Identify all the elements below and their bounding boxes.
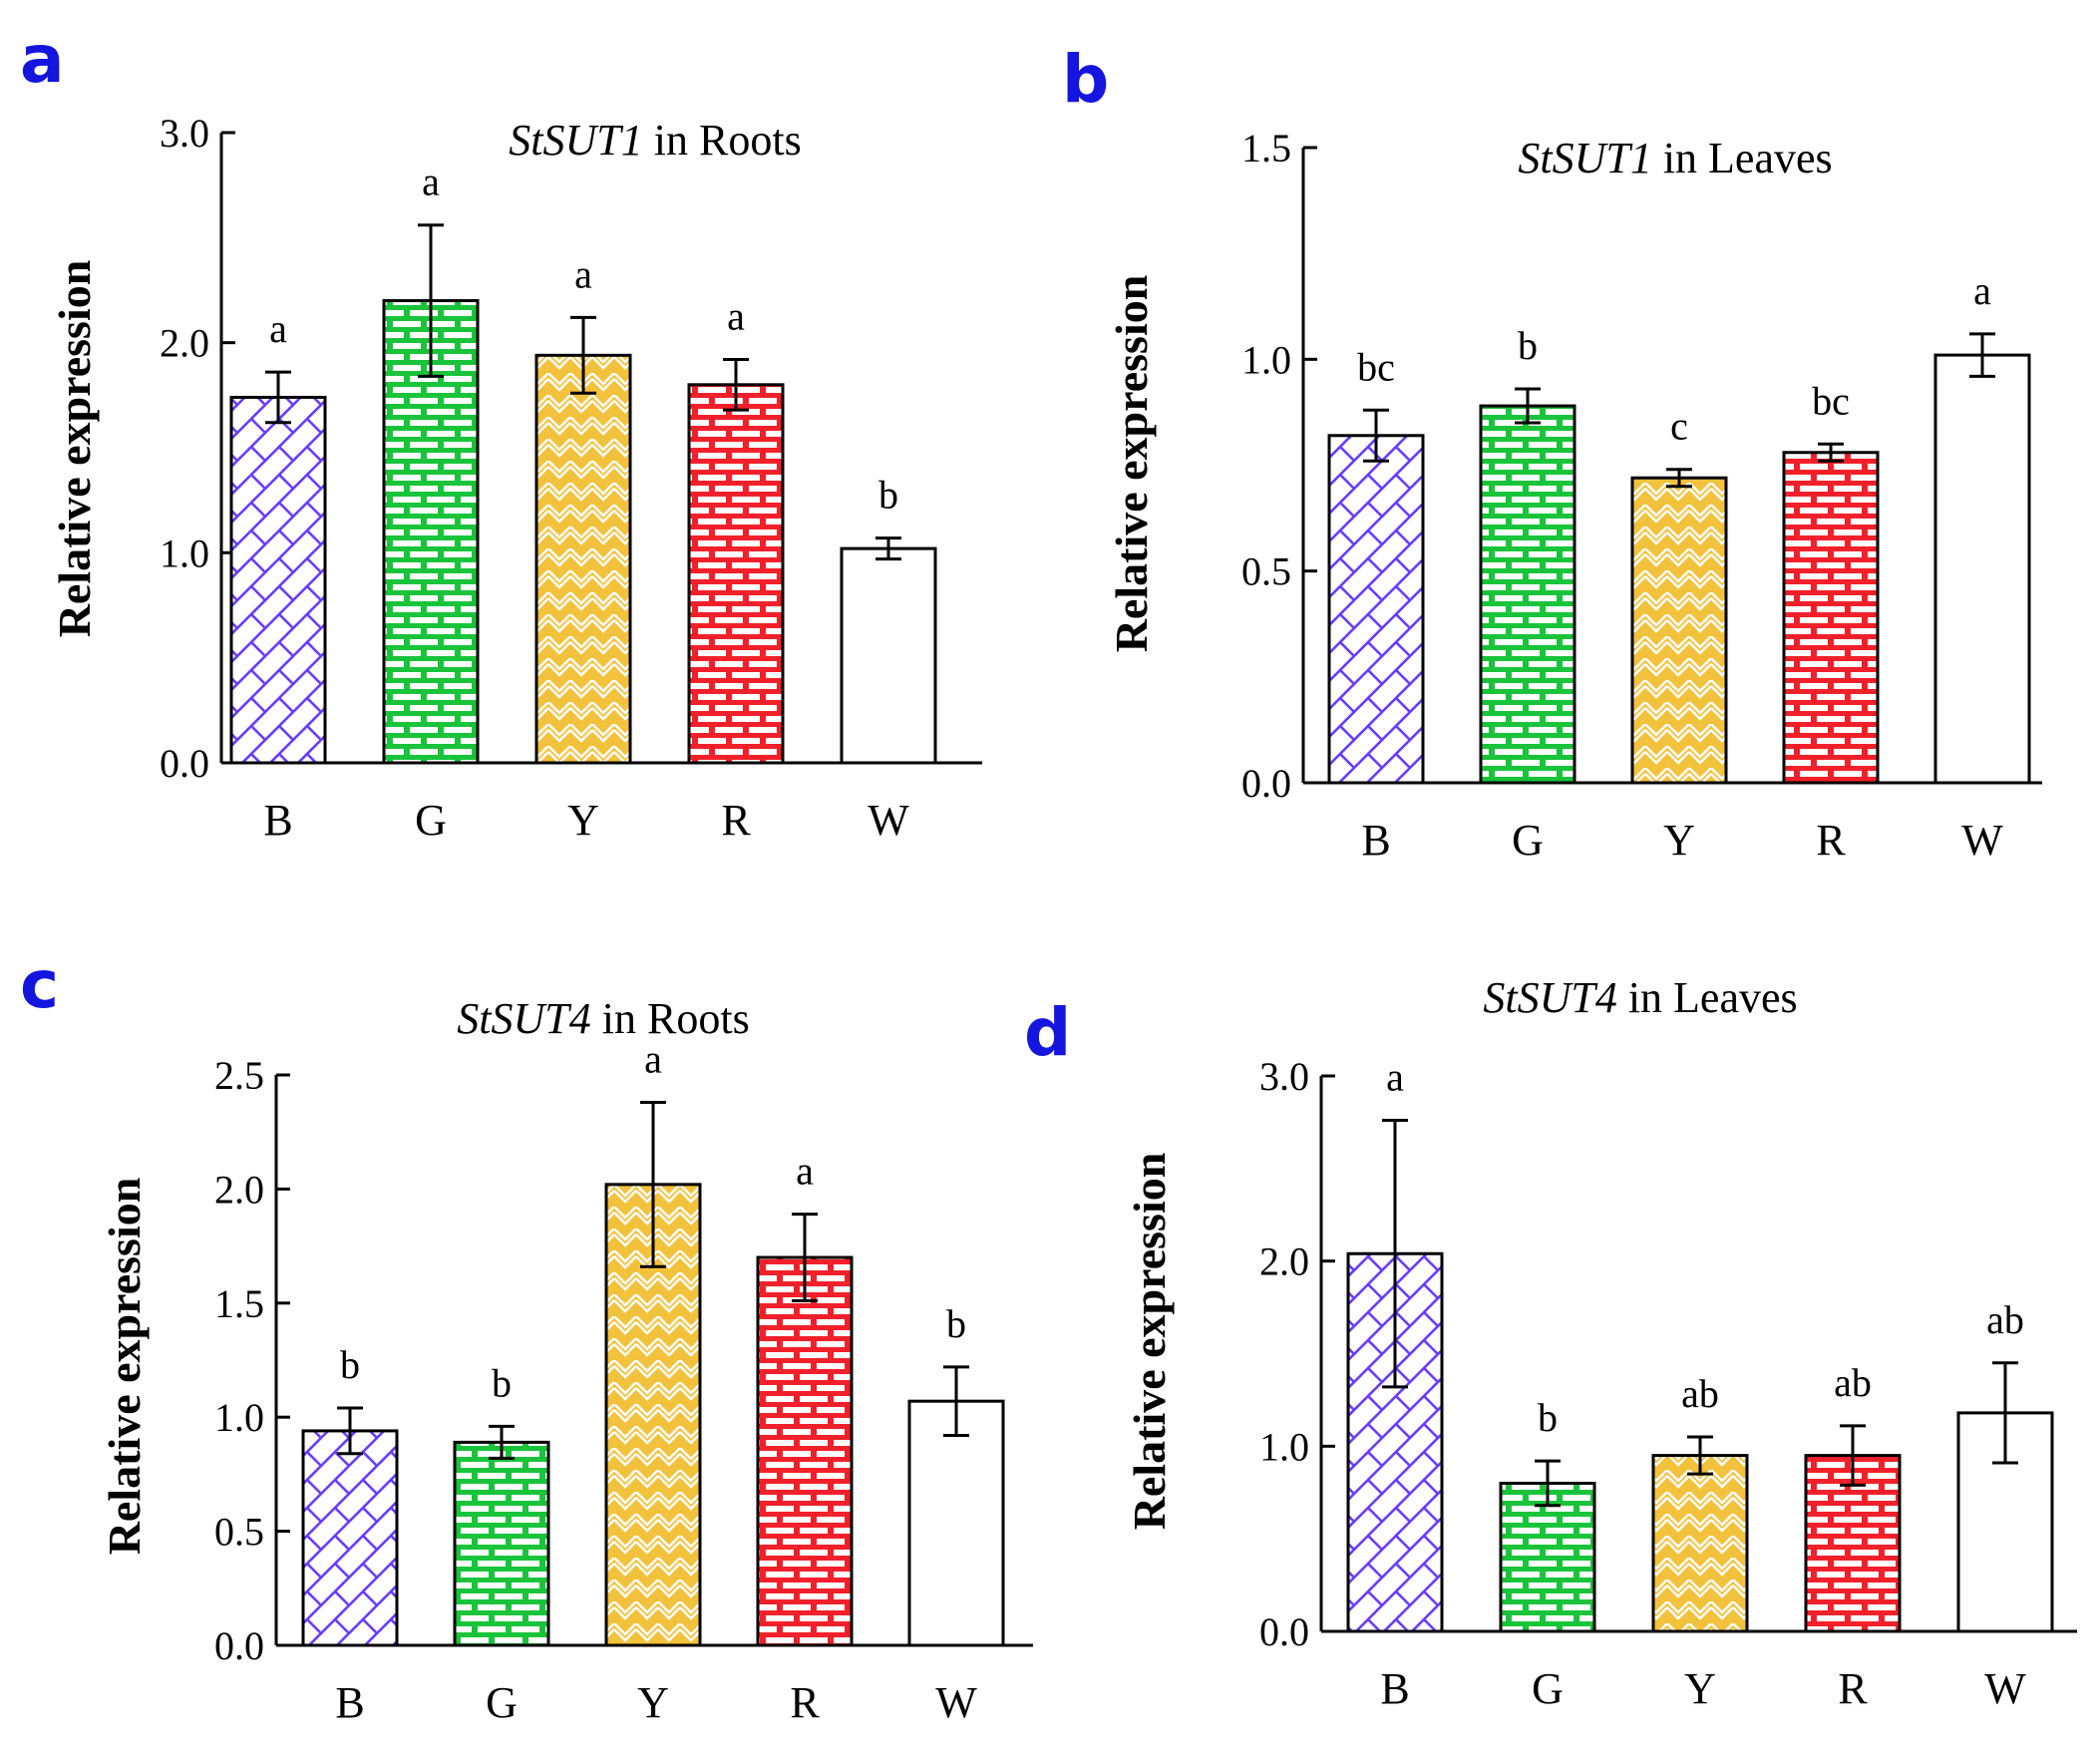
chart-title-gene-b: StSUT1 — [1518, 134, 1651, 182]
chart-title-rest-b: in Leaves — [1652, 134, 1833, 182]
bar-a-R — [687, 383, 785, 765]
significance-label-c-W: b — [946, 1301, 966, 1346]
x-tick-label-b-Y: Y — [1663, 816, 1695, 865]
chart-title-gene-d: StSUT4 — [1483, 973, 1616, 1022]
panel-letter-c: c — [20, 946, 59, 1023]
chart-title-rest-a: in Roots — [643, 116, 802, 165]
x-tick-label-a-B: B — [263, 796, 292, 845]
x-tick-label-c-Y: Y — [637, 1678, 669, 1727]
y-tick-label-b: 1.0 — [1241, 337, 1291, 382]
bar-b-W — [1933, 353, 2031, 785]
panel-c: c StSUT4 in Roots Relative expression 0.… — [20, 946, 1033, 1727]
bar-b-B — [1327, 434, 1425, 785]
significance-label-c-B: b — [340, 1342, 360, 1387]
significance-label-a-Y: a — [574, 251, 592, 296]
y-tick-label-a: 3.0 — [160, 111, 209, 156]
significance-label-a-B: a — [269, 306, 287, 351]
x-tick-label-c-B: B — [335, 1678, 364, 1727]
bar-c-W — [907, 1399, 1005, 1647]
panel-letter-d: d — [1024, 994, 1071, 1071]
bar-b-G — [1479, 404, 1576, 785]
y-axis-label-d: Relative expression — [1124, 1153, 1175, 1531]
panel-letter-a: a — [20, 21, 65, 98]
bar-d-G — [1499, 1481, 1596, 1633]
x-tick-label-c-R: R — [790, 1678, 820, 1727]
y-tick-label-b: 1.5 — [1241, 126, 1291, 171]
chart-title-rest-d: in Leaves — [1617, 973, 1798, 1022]
significance-label-d-R: ab — [1834, 1360, 1872, 1405]
panel-d: d StSUT4 in Leaves Relative expression 0… — [1024, 973, 2077, 1713]
bar-c-G — [453, 1440, 550, 1647]
panel-a: a StSUT1 in Roots Relative expression 0.… — [20, 21, 982, 845]
bar-a-Y — [534, 353, 632, 765]
significance-label-a-W: b — [878, 473, 898, 518]
chart-title-b: StSUT1 in Leaves — [1518, 134, 1832, 182]
y-tick-label-d: 3.0 — [1259, 1054, 1309, 1099]
x-tick-label-b-G: G — [1512, 816, 1544, 865]
significance-label-c-R: a — [796, 1149, 814, 1194]
y-tick-label-d: 0.0 — [1259, 1609, 1309, 1654]
panel-b: b StSUT1 in Leaves Relative expression 0… — [1062, 41, 2042, 865]
y-tick-label-a: 1.0 — [160, 530, 209, 575]
x-tick-label-b-R: R — [1816, 816, 1846, 865]
bar-b-Y — [1630, 476, 1728, 785]
x-tick-label-a-G: G — [415, 796, 447, 845]
significance-label-b-B: bc — [1357, 344, 1395, 389]
x-tick-label-a-R: R — [721, 796, 751, 845]
x-tick-label-a-W: W — [868, 796, 909, 845]
x-tick-label-d-G: G — [1532, 1664, 1564, 1713]
y-tick-label-b: 0.5 — [1241, 549, 1291, 594]
chart-title-rest-c: in Roots — [591, 994, 750, 1043]
y-tick-label-c: 1.0 — [214, 1395, 264, 1440]
y-axis-label-b: Relative expression — [1106, 275, 1157, 653]
y-tick-label-c: 2.0 — [214, 1167, 264, 1212]
significance-label-b-Y: c — [1670, 404, 1688, 449]
x-tick-label-d-Y: Y — [1684, 1664, 1716, 1713]
y-tick-label-c: 0.0 — [214, 1623, 264, 1668]
y-tick-label-a: 2.0 — [160, 321, 209, 366]
bar-a-W — [840, 546, 937, 765]
bar-b-R — [1782, 451, 1880, 785]
y-axis-label-c: Relative expression — [99, 1178, 150, 1556]
significance-label-c-G: b — [492, 1360, 512, 1405]
bar-c-B — [301, 1429, 399, 1647]
significance-label-d-W: ab — [1986, 1297, 2024, 1342]
panel-letter-b: b — [1062, 41, 1109, 118]
x-tick-label-c-W: W — [935, 1678, 977, 1727]
y-tick-label-c: 1.5 — [214, 1281, 264, 1326]
x-tick-label-d-R: R — [1838, 1664, 1868, 1713]
y-tick-label-c: 0.5 — [214, 1510, 264, 1555]
significance-label-a-R: a — [727, 294, 745, 339]
significance-label-b-R: bc — [1812, 378, 1850, 423]
significance-label-d-Y: ab — [1681, 1371, 1719, 1416]
bar-c-R — [756, 1255, 854, 1647]
significance-label-b-W: a — [1973, 268, 1991, 313]
significance-label-b-G: b — [1518, 323, 1538, 368]
x-tick-label-b-W: W — [1961, 816, 2003, 865]
chart-title-c: StSUT4 in Roots — [457, 994, 749, 1043]
y-tick-label-b: 0.0 — [1241, 761, 1291, 806]
y-axis-label-a: Relative expression — [49, 260, 100, 638]
chart-title-d: StSUT4 in Leaves — [1483, 973, 1797, 1022]
x-tick-label-d-W: W — [1984, 1664, 2026, 1713]
y-tick-label-d: 1.0 — [1259, 1424, 1309, 1469]
y-tick-label-d: 2.0 — [1259, 1239, 1309, 1284]
significance-label-d-B: a — [1386, 1055, 1404, 1100]
x-tick-label-d-B: B — [1380, 1664, 1409, 1713]
x-tick-label-b-B: B — [1361, 816, 1390, 865]
chart-title-gene-c: StSUT4 — [457, 994, 590, 1043]
chart-title-gene-a: StSUT1 — [509, 116, 642, 165]
y-tick-label-a: 0.0 — [160, 741, 209, 786]
x-tick-label-c-G: G — [486, 1678, 518, 1727]
significance-label-d-G: b — [1538, 1395, 1558, 1440]
bar-d-Y — [1651, 1454, 1749, 1633]
chart-title-a: StSUT1 in Roots — [509, 116, 801, 165]
x-tick-label-a-Y: Y — [567, 796, 599, 845]
y-tick-label-c: 2.5 — [214, 1053, 264, 1098]
significance-label-a-G: a — [422, 160, 440, 204]
significance-label-c-Y: a — [644, 1036, 662, 1081]
bar-a-B — [229, 395, 327, 765]
